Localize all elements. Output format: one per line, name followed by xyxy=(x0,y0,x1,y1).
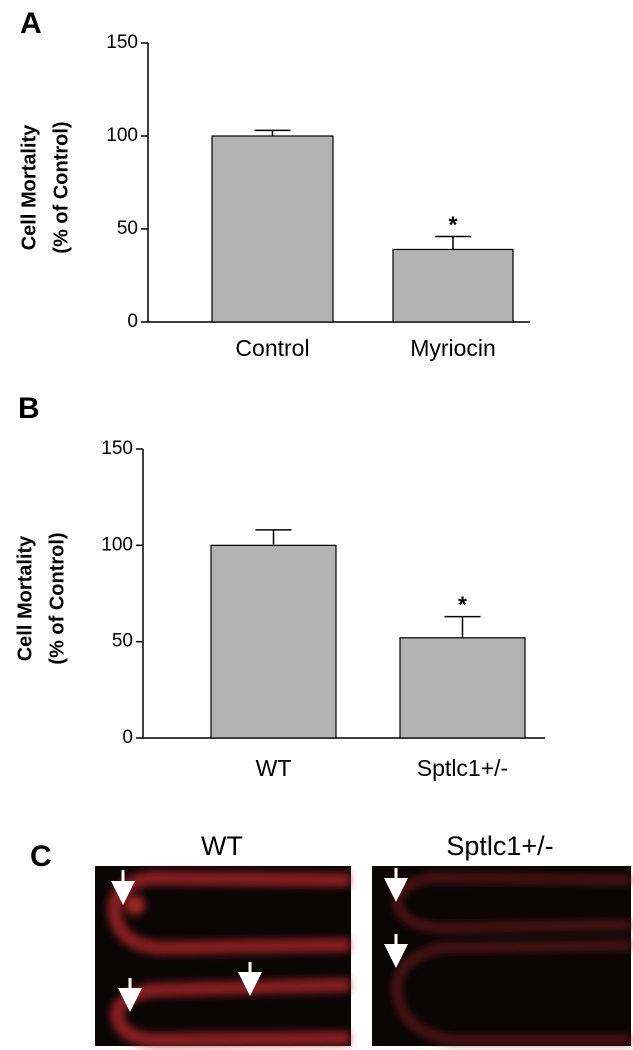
x-tick-label: Control xyxy=(235,335,309,361)
y-tick-label: 50 xyxy=(117,218,138,239)
y-tick-label: 100 xyxy=(106,125,138,146)
micrograph xyxy=(372,866,632,1046)
panel-label: B xyxy=(18,392,40,425)
image-title: Sptlc1+/- xyxy=(446,831,553,861)
y-axis-label: (% of Control) xyxy=(50,121,72,253)
y-tick-label: 150 xyxy=(106,32,138,53)
significance-marker: * xyxy=(449,212,458,238)
panel-label: C xyxy=(30,840,52,873)
y-axis-label: (% of Control) xyxy=(46,532,68,664)
y-axis-label: Cell Mortality xyxy=(18,124,40,250)
x-tick-label: Sptlc1+/- xyxy=(417,755,508,781)
image-title: WT xyxy=(201,831,243,861)
panel-label: A xyxy=(20,7,42,40)
significance-marker: * xyxy=(458,592,467,618)
y-tick-label: 0 xyxy=(122,727,133,748)
y-axis-label: Cell Mortality xyxy=(14,535,36,661)
bar xyxy=(210,544,337,739)
x-tick-label: WT xyxy=(256,755,292,781)
y-tick-label: 50 xyxy=(112,631,133,652)
micrograph xyxy=(95,866,351,1048)
bar xyxy=(392,248,514,323)
y-tick-label: 100 xyxy=(101,534,133,555)
y-tick-label: 0 xyxy=(127,311,138,332)
bar xyxy=(211,135,334,323)
x-tick-label: Myriocin xyxy=(410,335,496,361)
bar xyxy=(399,637,526,739)
y-tick-label: 150 xyxy=(101,438,133,459)
